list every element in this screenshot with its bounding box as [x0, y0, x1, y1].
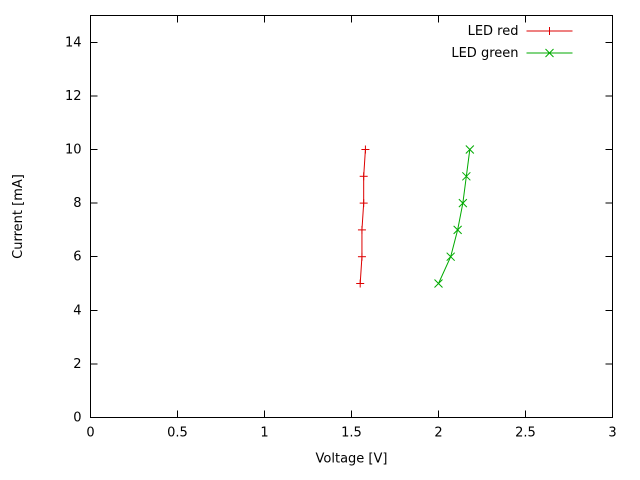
- cross-marker-icon: [458, 198, 468, 208]
- x-tick-label: 1.5: [341, 426, 362, 441]
- series-line: [438, 149, 471, 284]
- cross-marker-icon: [461, 171, 471, 181]
- y-tick-label: 10: [65, 143, 82, 158]
- y-tick-label: 8: [73, 196, 81, 211]
- x-tick-label: 1: [260, 426, 268, 441]
- legend-label: LED green: [451, 46, 518, 61]
- x-tick-label: 0: [86, 426, 94, 441]
- cross-marker-icon: [545, 48, 554, 58]
- x-tick-label: 3: [608, 426, 616, 441]
- series-line: [359, 149, 366, 284]
- y-tick-label: 12: [65, 89, 82, 104]
- plot-border: [90, 15, 613, 418]
- cross-marker-icon: [453, 225, 462, 235]
- x-tick-label: 0.5: [167, 426, 188, 441]
- y-tick-label: 4: [73, 303, 81, 318]
- x-axis-title: Voltage [V]: [316, 452, 388, 467]
- cross-marker-icon: [465, 145, 475, 154]
- x-tick-label: 2: [434, 426, 442, 441]
- y-tick-label: 14: [65, 35, 82, 50]
- y-tick-label: 0: [73, 411, 81, 426]
- cross-marker-icon: [434, 279, 443, 288]
- y-tick-label: 6: [73, 250, 81, 265]
- legend-label: LED red: [468, 24, 519, 39]
- x-tick-label: 2.5: [515, 426, 536, 441]
- cross-marker-icon: [446, 252, 456, 262]
- y-axis-title: Current [mA]: [11, 174, 26, 259]
- y-tick-label: 2: [73, 357, 81, 372]
